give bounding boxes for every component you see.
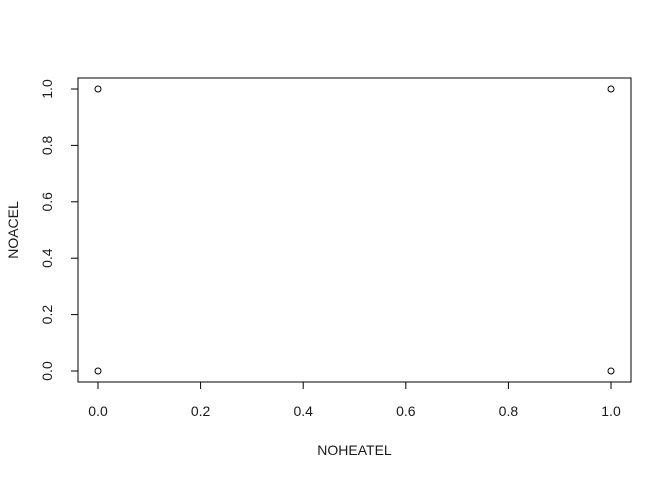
data-point: [94, 85, 102, 93]
y-tick-label: 0.2: [39, 305, 55, 325]
y-tick-label: 0.8: [39, 135, 55, 155]
x-tick-label: 0.8: [499, 403, 519, 419]
x-axis-title: NOHEATEL: [317, 442, 392, 458]
y-axis-title: NOACEL: [5, 201, 21, 259]
y-tick-label: 0.4: [39, 248, 55, 268]
x-tick-label: 0.4: [293, 403, 313, 419]
y-axis: 0.0 0.2 0.4 0.6 0.8 1.0: [39, 79, 79, 381]
points-layer: [94, 85, 615, 375]
x-tick-label: 1.0: [601, 403, 621, 419]
plot-frame: [77, 77, 632, 383]
x-tick-label: 0.2: [191, 403, 211, 419]
y-tick-label: 0.0: [39, 361, 55, 381]
x-axis: 0.0 0.2 0.4 0.6 0.8 1.0: [88, 381, 621, 419]
y-tick-label: 1.0: [39, 79, 55, 99]
data-point: [607, 367, 615, 375]
x-tick-label: 0.0: [88, 403, 108, 419]
data-point: [94, 367, 102, 375]
y-tick-label: 0.6: [39, 192, 55, 212]
data-point: [607, 85, 615, 93]
x-tick-label: 0.6: [396, 403, 416, 419]
